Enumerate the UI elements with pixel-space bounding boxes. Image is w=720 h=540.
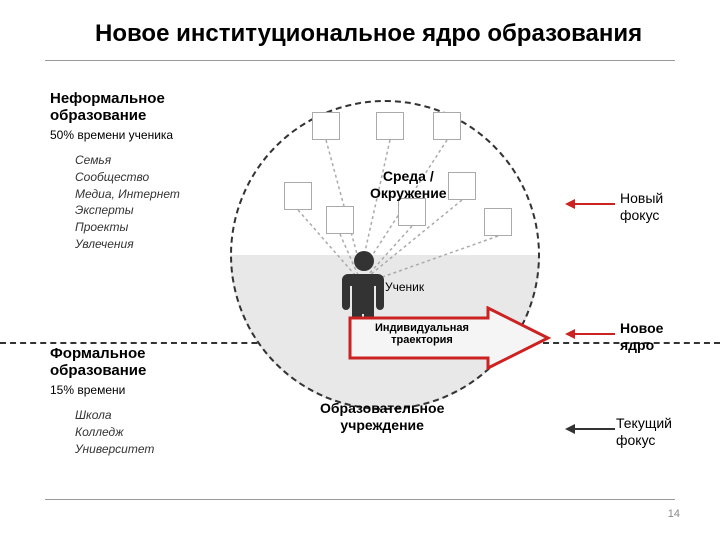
rule-top — [45, 60, 675, 61]
list-item: Медиа, Интернет — [75, 186, 230, 203]
env-square — [312, 112, 340, 140]
label-current-focus: Текущийфокус — [616, 415, 672, 449]
formal-section: Формальное образование 15% времени Школа… — [50, 345, 230, 457]
rule-bottom — [45, 499, 675, 500]
list-item: Увлечения — [75, 236, 230, 253]
arrow-new-focus — [565, 198, 615, 210]
env-square — [433, 112, 461, 140]
formal-items: Школа Колледж Университет — [75, 407, 230, 457]
informal-heading: Неформальное образование — [50, 90, 230, 124]
informal-subtitle: 50% времени ученика — [50, 128, 230, 142]
env-square — [398, 198, 426, 226]
list-item: Семья — [75, 152, 230, 169]
formal-heading: Формальное образование — [50, 345, 230, 379]
list-item: Школа — [75, 407, 230, 424]
arrow-current-focus — [565, 423, 615, 435]
label-new-focus: Новыйфокус — [620, 190, 663, 224]
env-square — [284, 182, 312, 210]
slide-title: Новое институциональное ядро образования — [95, 20, 642, 48]
list-item: Проекты — [75, 219, 230, 236]
environment-label: Среда /Окружение — [370, 168, 447, 202]
formal-subtitle: 15% времени — [50, 383, 230, 397]
institution-label: Образовательноеучреждение — [320, 400, 444, 434]
env-square — [484, 208, 512, 236]
arrow-new-core — [565, 328, 615, 340]
trajectory-label: Индивидуальнаятраектория — [362, 322, 482, 346]
env-square — [326, 206, 354, 234]
diagram: Среда /Окружение Ученик Индивидуальнаятр… — [230, 100, 540, 450]
informal-items: Семья Сообщество Медиа, Интернет Эксперт… — [75, 152, 230, 253]
list-item: Колледж — [75, 424, 230, 441]
list-item: Сообщество — [75, 169, 230, 186]
page-number: 14 — [668, 508, 680, 520]
informal-section: Неформальное образование 50% времени уче… — [50, 90, 230, 253]
student-label: Ученик — [385, 280, 424, 294]
list-item: Университет — [75, 441, 230, 458]
env-square — [376, 112, 404, 140]
env-square — [448, 172, 476, 200]
label-new-core: Новоеядро — [620, 320, 663, 354]
list-item: Эксперты — [75, 202, 230, 219]
